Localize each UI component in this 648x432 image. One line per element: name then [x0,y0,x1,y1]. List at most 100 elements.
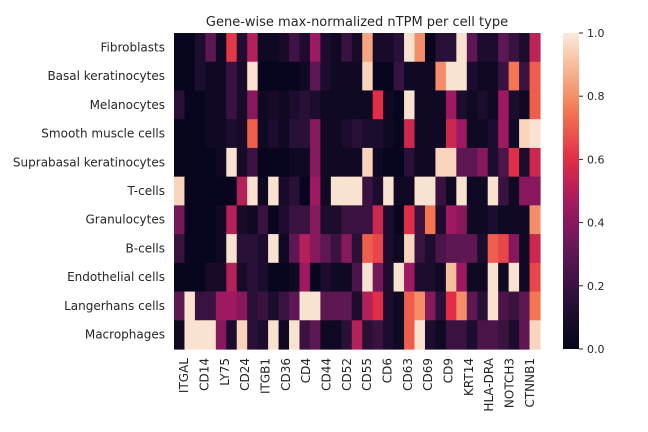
heatmap-cell [174,291,186,321]
heatmap-cell [184,234,196,264]
heatmap-cell [215,320,227,350]
heatmap-cell [477,61,489,92]
heatmap-cell [330,320,342,350]
heatmap-cell [529,61,541,92]
heatmap-cell [414,176,426,206]
heatmap-cell [529,147,541,178]
heatmap-cell [320,205,332,235]
heatmap-cell [519,320,531,350]
heatmap-cell [487,119,499,149]
heatmap-cell [362,320,374,350]
heatmap-cell [445,291,457,321]
heatmap-cell [257,147,269,178]
heatmap-cell [299,90,311,120]
heatmap-cell [383,234,395,264]
heatmap-cell [268,320,280,350]
heatmap-cell [487,320,499,350]
heatmap-cell [351,147,363,178]
heatmap-cell [330,33,342,63]
heatmap-cell [404,33,416,63]
heatmap-cell [309,90,321,120]
heatmap-cell [236,320,248,350]
heatmap-cell [194,90,206,120]
heatmap-cell [445,234,457,264]
heatmap-cells [174,33,541,350]
heatmap-cell [299,147,311,178]
row-label: Melanocytes [90,98,165,112]
heatmap-cell [194,176,206,206]
heatmap-cell [320,147,332,178]
heatmap-cell [424,176,437,206]
heatmap-cell [247,234,259,264]
column-label: CD44 [320,358,334,391]
heatmap-cell [309,61,321,92]
heatmap-cell [435,262,447,293]
column-label: CD6 [381,358,395,383]
heatmap-cell [477,205,489,235]
column-label: ITGB1 [259,358,273,394]
heatmap-cell [184,262,196,293]
heatmap-cell [341,147,353,178]
heatmap-cell [466,61,478,92]
column-label: CTNNB1 [523,358,537,408]
heatmap-cell [393,33,405,63]
colorbar-ticks: 0.0 0.2 0.4 0.6 0.8 1.0 [579,27,605,356]
heatmap-cell [362,119,374,149]
heatmap-cell [404,90,416,120]
heatmap-cell [383,291,395,321]
heatmap-cell [445,176,457,206]
column-label: KRT14 [462,358,476,396]
heatmap-cell [383,90,395,120]
heatmap-cell [477,119,489,149]
heatmap-cell [424,205,437,235]
heatmap-cell [498,262,510,293]
heatmap-cell [247,176,259,206]
heatmap-cell [445,61,457,92]
heatmap-cell [330,61,342,92]
heatmap-cell [236,205,248,235]
heatmap-cell [487,234,499,264]
heatmap-cell [445,90,457,120]
heatmap-cell [466,291,478,321]
heatmap-cell [498,176,510,206]
heatmap-cell [435,176,447,206]
heatmap-cell [236,291,248,321]
heatmap-cell [320,320,332,350]
heatmap-cell [320,119,332,149]
column-label: CD4 [299,358,313,383]
heatmap-cell [393,205,405,235]
row-label: Basal keratinocytes [47,69,165,83]
heatmap-cell [320,262,332,293]
heatmap-cell [508,61,520,92]
heatmap-cell [372,176,384,206]
heatmap-cell [519,291,531,321]
heatmap-cell [519,205,531,235]
heatmap-cell [487,205,499,235]
heatmap-cell [508,234,520,264]
heatmap-cell [247,33,259,63]
heatmap-cell [226,291,238,321]
heatmap-cell [278,320,290,350]
heatmap-cell [289,234,301,264]
heatmap-cell [393,90,405,120]
heatmap-cell [508,147,520,178]
heatmap-cell [215,119,227,149]
heatmap-cell [215,262,227,293]
heatmap-cell [498,205,510,235]
heatmap-cell [236,176,248,206]
heatmap-cell [299,61,311,92]
heatmap-cell [320,291,332,321]
heatmap-cell [435,33,447,63]
heatmap-cell [529,90,541,120]
heatmap-cell [393,234,405,264]
colorbar-tick-label: 0.0 [587,343,605,356]
heatmap-cell [309,320,321,350]
colorbar [563,33,579,349]
heatmap-cell [226,90,238,120]
heatmap-cell [174,90,186,120]
heatmap-cell [299,291,311,321]
heatmap-cell [330,291,342,321]
heatmap-cell [372,234,384,264]
heatmap-cell [226,147,238,178]
column-label: CD63 [401,358,415,391]
